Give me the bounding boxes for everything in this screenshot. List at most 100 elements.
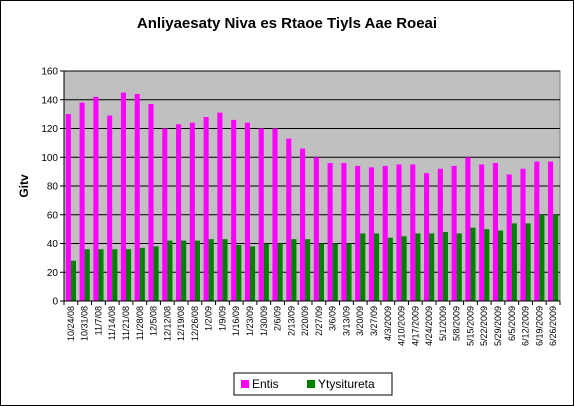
bar-entis xyxy=(506,174,512,301)
bar-ytysitureta xyxy=(208,239,214,301)
bar-entis xyxy=(451,165,457,301)
y-tick-label: 140 xyxy=(41,95,58,106)
bar-entis xyxy=(176,124,182,301)
bar-ytysitureta xyxy=(346,243,352,301)
x-tick-label: 2/13/09 xyxy=(286,306,296,336)
x-tick-label: 3/6/09 xyxy=(328,306,338,331)
bar-entis xyxy=(410,164,416,301)
bar-ytysitureta xyxy=(277,243,283,301)
bar-entis xyxy=(313,157,319,301)
bar-ytysitureta xyxy=(236,244,242,301)
x-tick-label: 2/6/09 xyxy=(273,306,283,331)
bar-entis xyxy=(548,161,554,301)
bar-entis xyxy=(189,122,195,301)
x-tick-label: 10/31/08 xyxy=(80,306,90,341)
bar-entis xyxy=(534,161,540,301)
bar-entis xyxy=(341,163,347,301)
x-tick-label: 2/27/09 xyxy=(314,306,324,336)
bar-entis xyxy=(327,163,333,301)
x-tick-label: 11/28/08 xyxy=(135,306,145,340)
x-tick-label: 1/23/09 xyxy=(245,306,255,336)
x-tick-label: 5/15/2009 xyxy=(465,306,475,346)
bar-ytysitureta xyxy=(181,240,187,301)
legend-label-entis: Entis xyxy=(252,377,279,391)
bar-entis xyxy=(520,168,526,301)
y-tick-label: 120 xyxy=(41,124,58,135)
bar-ytysitureta xyxy=(511,223,517,301)
bar-ytysitureta xyxy=(98,249,104,301)
bar-ytysitureta xyxy=(291,239,297,301)
x-tick-label: 4/24/2009 xyxy=(424,306,434,346)
bar-entis xyxy=(134,94,140,301)
x-tick-label: 12/26/08 xyxy=(190,306,200,341)
y-tick-label: 80 xyxy=(47,182,59,193)
bar-ytysitureta xyxy=(387,237,393,301)
x-tick-label: 12/12/08 xyxy=(162,306,172,341)
bar-entis xyxy=(300,148,306,301)
bar-ytysitureta xyxy=(222,239,228,301)
bar-entis xyxy=(203,117,209,301)
x-tick-label: 6/5/2009 xyxy=(507,306,517,341)
bar-entis xyxy=(93,96,99,301)
legend-swatch-ytysitureta xyxy=(307,380,315,388)
x-tick-label: 6/26/2009 xyxy=(548,306,558,346)
x-tick-label: 6/19/2009 xyxy=(534,306,544,346)
bar-ytysitureta xyxy=(153,246,159,301)
bar-entis xyxy=(437,168,443,301)
bar-ytysitureta xyxy=(525,223,531,301)
bar-ytysitureta xyxy=(250,246,256,301)
bar-entis xyxy=(492,163,498,301)
legend-swatch-entis xyxy=(241,380,249,388)
x-tick-label: 1/9/09 xyxy=(217,306,227,331)
x-tick-label: 4/10/2009 xyxy=(397,306,407,346)
bar-entis xyxy=(396,164,402,301)
y-axis-label: Gitv xyxy=(17,174,31,198)
x-tick-label: 4/3/2009 xyxy=(383,306,393,341)
x-tick-label: 11/7/08 xyxy=(93,306,103,335)
bar-entis xyxy=(465,157,471,301)
y-tick-label: 60 xyxy=(47,210,59,221)
bar-ytysitureta xyxy=(415,233,421,301)
legend: Entis Ytysitureta xyxy=(233,372,393,396)
x-tick-label: 1/2/09 xyxy=(204,306,214,331)
bar-ytysitureta xyxy=(139,247,145,301)
bar-entis xyxy=(217,112,223,301)
x-tick-label: 3/20/09 xyxy=(355,306,365,336)
x-tick-label: 12/19/08 xyxy=(176,306,186,341)
x-tick-label: 10/24/08 xyxy=(66,306,76,341)
chart-title: Anliyaesaty Niva es Rtaoe Tiyls Aae Roea… xyxy=(137,15,437,32)
bar-entis xyxy=(479,164,485,301)
bar-entis xyxy=(424,173,430,301)
x-tick-label: 5/29/2009 xyxy=(493,306,503,346)
y-tick-label: 40 xyxy=(47,239,59,250)
x-tick-label: 12/5/08 xyxy=(149,306,159,336)
bar-ytysitureta xyxy=(126,249,132,301)
bar-entis xyxy=(231,119,237,301)
x-tick-label: 11/14/08 xyxy=(107,306,117,340)
x-tick-label: 3/13/09 xyxy=(341,306,351,336)
bar-ytysitureta xyxy=(442,232,448,301)
x-tick-label: 5/8/2009 xyxy=(452,306,462,341)
bar-ytysitureta xyxy=(539,214,545,301)
bar-ytysitureta xyxy=(374,233,380,301)
bar-entis xyxy=(272,128,278,301)
bar-ytysitureta xyxy=(194,240,200,301)
bar-entis xyxy=(355,165,361,301)
y-tick-label: 20 xyxy=(47,268,59,279)
bar-ytysitureta xyxy=(484,229,490,301)
bar-entis xyxy=(120,92,126,301)
bar-ytysitureta xyxy=(498,230,504,301)
bar-ytysitureta xyxy=(70,260,76,301)
bar-ytysitureta xyxy=(456,233,462,301)
bar-entis xyxy=(162,128,168,301)
x-tick-label: 1/30/09 xyxy=(259,306,269,336)
bar-ytysitureta xyxy=(263,243,269,301)
bar-entis xyxy=(65,114,71,301)
bar-entis xyxy=(258,128,264,301)
bar-ytysitureta xyxy=(305,239,311,301)
y-tick-label: 0 xyxy=(52,297,58,308)
x-tick-label: 2/20/09 xyxy=(300,306,310,336)
x-tick-label: 3/27/09 xyxy=(369,306,379,336)
y-tick-label: 100 xyxy=(41,153,58,164)
